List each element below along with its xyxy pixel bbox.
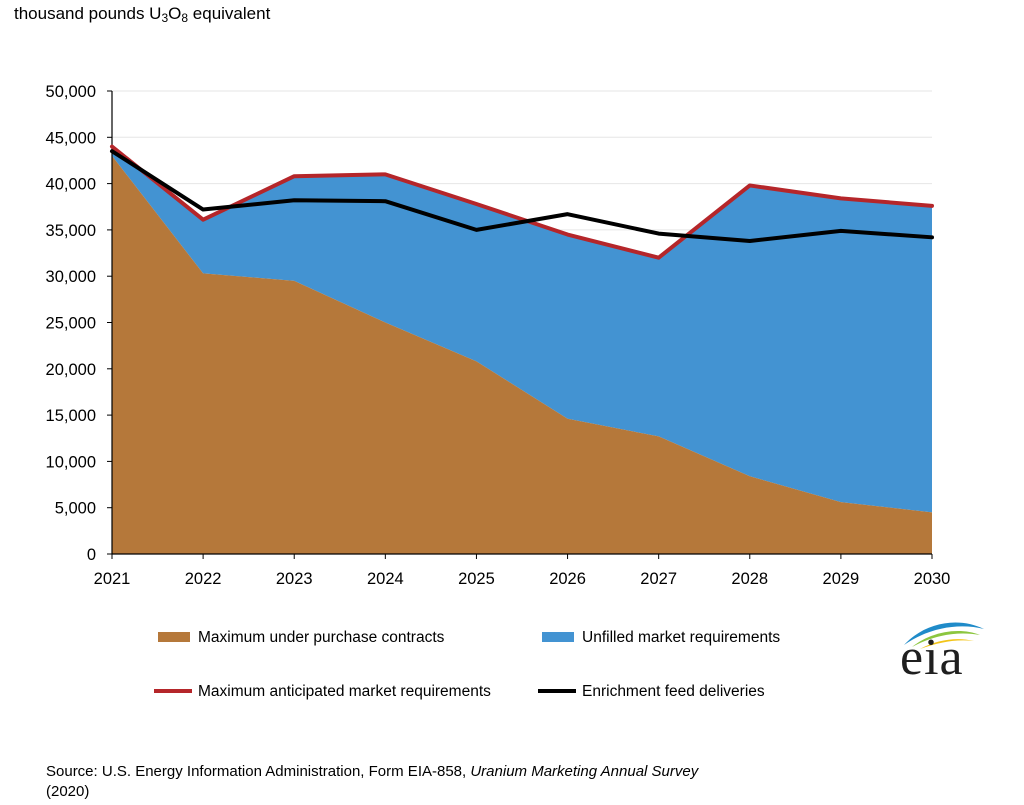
x-tick-label-2023: 2023 [276, 570, 313, 588]
y-tick-label-5000: 5,000 [55, 500, 96, 518]
logo-swoosh-blue [904, 622, 984, 645]
x-tick-label-2026: 2026 [549, 570, 586, 588]
x-tick-label-2025: 2025 [458, 570, 495, 588]
y-axis-unit-label: thousand pounds U3O8 equivalent [14, 4, 270, 24]
x-tick-label-2021: 2021 [94, 570, 131, 588]
line-maximum-anticipated-market-requirements [110, 144, 934, 260]
x-tick-label-2022: 2022 [185, 570, 222, 588]
eia-logo-swoosh-icon [904, 622, 984, 649]
unit-label-tail: equivalent [188, 4, 271, 23]
legend-label-unfilled-market-requirements: Unfilled market requirements [582, 629, 780, 646]
unit-label-subscript-3: 3 [161, 11, 169, 25]
legend-swatch-unfilled-market-requirements [542, 632, 574, 642]
y-tick-label-35000: 35,000 [46, 222, 96, 240]
uranium-requirements-chart: 0 5,000 10,000 15,000 20,000 25,000 30,000 35,0… [46, 83, 951, 700]
area-maximum-under-purchase-contracts [112, 155, 932, 554]
source-survey-title: Uranium Marketing Annual Survey [470, 763, 699, 780]
legend-label-enrichment-feed-deliveries: Enrichment feed deliveries [582, 683, 765, 700]
source-year: (2020) [46, 783, 90, 800]
y-tick-label-10000: 10,000 [46, 453, 96, 471]
unit-label-oxygen: O [168, 4, 182, 23]
source-note: Source: U.S. Energy Information Administ… [46, 762, 698, 802]
x-tick-label-2027: 2027 [640, 570, 677, 588]
x-tick-label-2028: 2028 [731, 570, 768, 588]
y-tick-label-15000: 15,000 [46, 407, 96, 425]
x-tick-label-2030: 2030 [914, 570, 951, 588]
line-enrichment-feed-deliveries [110, 149, 934, 244]
y-tick-label-30000: 30,000 [46, 268, 96, 286]
y-tick-label-50000: 50,000 [46, 83, 96, 101]
y-tick-label-0: 0 [87, 546, 96, 564]
y-tick-label-40000: 40,000 [46, 176, 96, 194]
x-tick-label-2029: 2029 [823, 570, 860, 588]
source-prefix: Source: U.S. Energy Information Administ… [46, 763, 471, 780]
logo-swoosh-green [912, 631, 980, 647]
legend-label-maximum-anticipated-market-requirements: Maximum anticipated market requirements [198, 683, 491, 700]
legend-swatch-maximum-under-purchase-contracts [158, 632, 190, 642]
y-tick-label-20000: 20,000 [46, 361, 96, 379]
unit-label-main: thousand pounds U [14, 4, 162, 23]
unit-label-subscript-8: 8 [181, 11, 189, 25]
logo-swoosh-yellow [920, 639, 974, 649]
y-tick-label-45000: 45,000 [46, 129, 96, 147]
x-tick-label-2024: 2024 [367, 570, 404, 588]
legend-label-maximum-under-purchase-contracts: Maximum under purchase contracts [198, 629, 445, 646]
eia-logo-text: eia [900, 629, 964, 686]
y-tick-label-25000: 25,000 [46, 315, 96, 333]
